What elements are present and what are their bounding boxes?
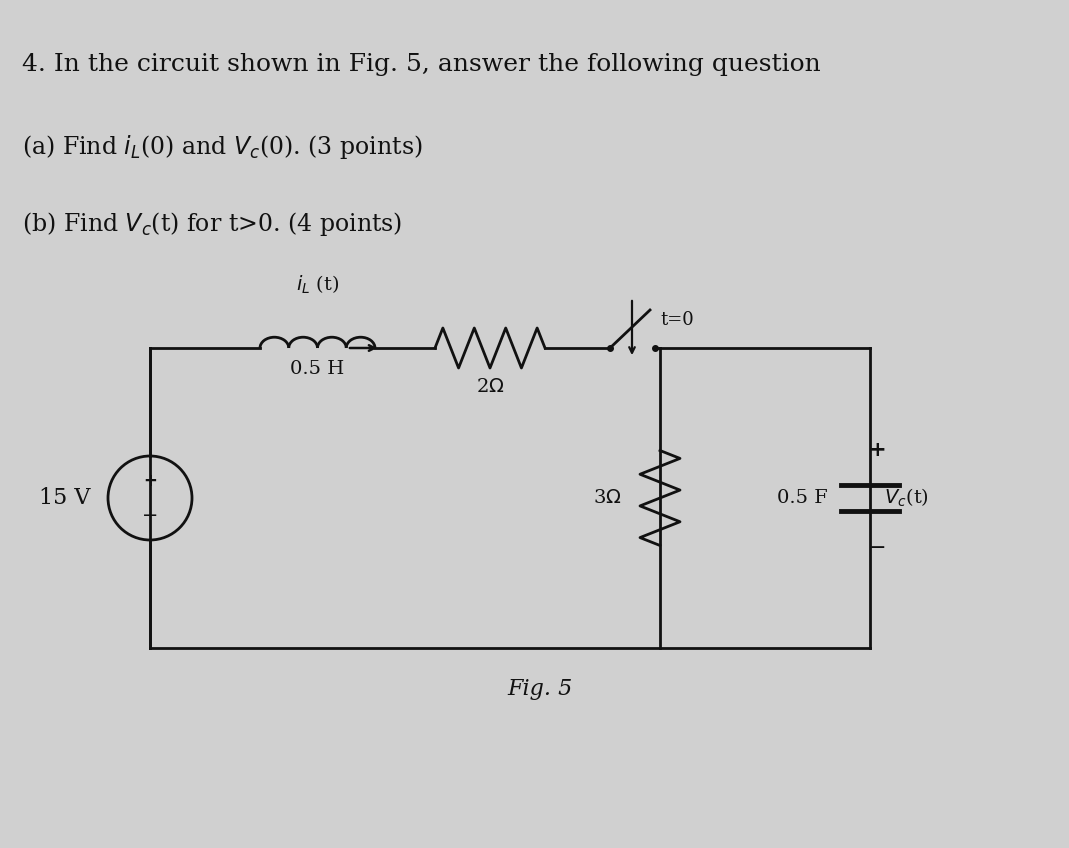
Text: 15 V: 15 V (38, 487, 90, 509)
Text: $i_L$ (t): $i_L$ (t) (296, 274, 339, 296)
Text: +: + (869, 440, 887, 460)
Text: (b) Find $V_c$(t) for t>0. (4 points): (b) Find $V_c$(t) for t>0. (4 points) (22, 210, 402, 238)
Text: 0.5 F: 0.5 F (777, 489, 828, 507)
Text: (a) Find $i_L$(0) and $V_c$(0). (3 points): (a) Find $i_L$(0) and $V_c$(0). (3 point… (22, 133, 422, 161)
Text: $V_c$(t): $V_c$(t) (884, 487, 929, 509)
Text: 0.5 H: 0.5 H (291, 360, 344, 378)
Text: Fig. 5: Fig. 5 (508, 678, 573, 700)
Text: −: − (869, 538, 887, 558)
Text: −: − (142, 505, 158, 525)
Text: 4. In the circuit shown in Fig. 5, answer the following question: 4. In the circuit shown in Fig. 5, answe… (22, 53, 821, 76)
Text: 2$\Omega$: 2$\Omega$ (476, 378, 505, 396)
Text: 3$\Omega$: 3$\Omega$ (593, 489, 622, 507)
Text: t=0: t=0 (660, 311, 694, 329)
Text: +: + (143, 472, 157, 490)
